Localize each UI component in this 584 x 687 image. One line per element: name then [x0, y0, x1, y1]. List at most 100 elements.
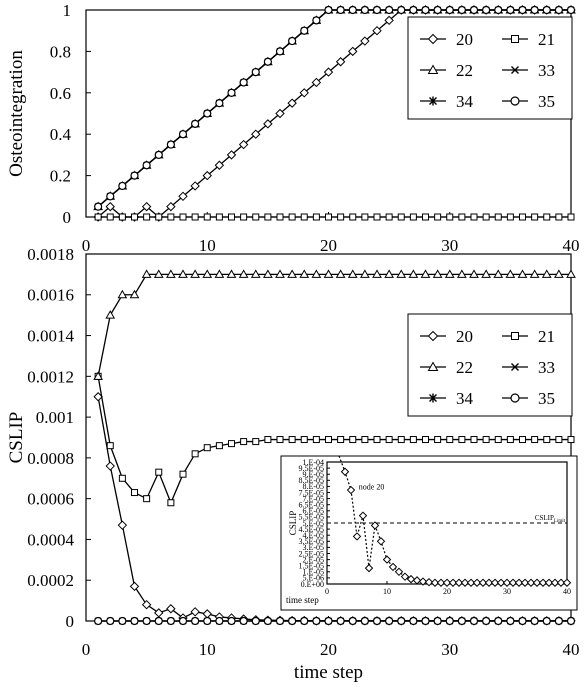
y-tick-label: 6.E-05	[302, 507, 324, 516]
data-point	[202, 170, 212, 181]
data-point	[311, 269, 322, 278]
data-point	[370, 521, 380, 530]
data-point	[299, 269, 310, 278]
data-point	[228, 213, 235, 221]
legend-entry: 21	[502, 30, 555, 49]
data-point	[422, 213, 429, 221]
x-tick-label: 20	[320, 236, 337, 255]
data-point	[105, 461, 115, 471]
data-point	[446, 436, 454, 444]
legend-label: 33	[538, 61, 555, 80]
data-point	[444, 269, 455, 278]
series-22	[93, 269, 576, 380]
data-point	[93, 392, 103, 402]
data-point	[457, 616, 466, 626]
y-tick-label: 7.5E-05	[298, 488, 324, 497]
y-axis-label: CSLIP	[6, 412, 27, 464]
data-point	[264, 213, 272, 221]
legend-label: 21	[538, 30, 555, 49]
data-point	[325, 436, 332, 444]
data-point	[360, 269, 370, 278]
data-point	[508, 578, 518, 587]
data-point	[178, 130, 188, 139]
data-point	[567, 213, 575, 221]
data-point	[214, 160, 225, 170]
data-point	[276, 436, 284, 444]
y-tick-label: 3.5E-05	[298, 537, 324, 546]
legend-label: 33	[538, 358, 555, 377]
x-tick-label: 30	[441, 236, 458, 255]
data-point	[94, 202, 103, 211]
data-point	[482, 213, 490, 221]
data-point	[494, 213, 502, 221]
x-tick-label: 20	[443, 587, 451, 596]
data-point	[275, 108, 285, 119]
data-point	[409, 436, 417, 444]
data-point	[312, 436, 320, 444]
data-point	[129, 289, 140, 299]
data-point	[325, 213, 332, 221]
data-point	[214, 269, 225, 278]
legend-entry: 35	[502, 92, 555, 111]
y-tick-label: 5.E-05	[302, 519, 324, 528]
data-point	[238, 269, 249, 278]
data-point	[348, 46, 358, 57]
x-axis-label: time step	[294, 662, 363, 683]
data-point	[460, 578, 470, 587]
y-tick-label: 5.5E-05	[298, 513, 324, 522]
data-point	[436, 578, 446, 587]
legend-label: 34	[456, 389, 474, 408]
legend-marker	[429, 393, 437, 403]
data-point	[94, 213, 102, 221]
y-axis-label: Osteointegration	[6, 50, 27, 177]
data-point	[287, 98, 297, 108]
data-point	[542, 616, 551, 626]
x-tick-label: 10	[199, 640, 216, 659]
data-point	[382, 555, 392, 564]
data-point	[202, 269, 213, 278]
y-axis-label: CSLIP	[288, 511, 298, 536]
cslip-inset-chart: 0.E+005.E-061.E-051.5E-052.E-052.5E-053.…	[280, 455, 578, 611]
x-tick-label: 0	[82, 236, 91, 255]
legend-marker	[511, 363, 519, 371]
series-35	[94, 5, 576, 211]
data-point	[543, 436, 551, 444]
data-point	[532, 578, 542, 587]
data-point	[275, 269, 285, 278]
data-point	[155, 468, 163, 476]
threshold-label-main: CSLIP	[535, 514, 554, 522]
data-point	[554, 616, 563, 626]
y-tick-label: 9.5E-05	[298, 464, 324, 473]
y-tick-label: 6.5E-05	[298, 501, 324, 510]
x-tick-label: 30	[503, 587, 511, 596]
data-point	[288, 213, 296, 221]
data-point	[434, 213, 442, 221]
data-point	[117, 289, 128, 299]
y-tick-label: 0.E+00	[301, 580, 324, 589]
data-point	[166, 269, 176, 278]
data-point	[227, 616, 236, 626]
data-point	[385, 213, 393, 221]
legend-entry: 22	[420, 61, 473, 80]
data-point	[288, 36, 297, 46]
data-point	[251, 129, 261, 139]
data-point	[421, 5, 430, 15]
y-tick-label: 1.E-05	[302, 568, 324, 577]
data-point	[422, 436, 429, 444]
legend-entry: 20	[420, 327, 473, 346]
legend-entry: 34	[420, 389, 474, 408]
data-point	[347, 269, 358, 278]
y-tick-label: 0.0004	[27, 530, 74, 549]
legend	[407, 313, 573, 417]
x-tick-label: 10	[383, 587, 391, 596]
legend-marker	[429, 96, 437, 106]
data-point	[567, 436, 575, 444]
data-point	[494, 436, 502, 444]
y-tick-label: 0.0014	[27, 327, 74, 346]
data-point	[352, 532, 362, 541]
data-point	[251, 67, 260, 77]
data-point	[106, 213, 114, 221]
data-point	[543, 213, 551, 221]
data-point	[490, 578, 500, 587]
